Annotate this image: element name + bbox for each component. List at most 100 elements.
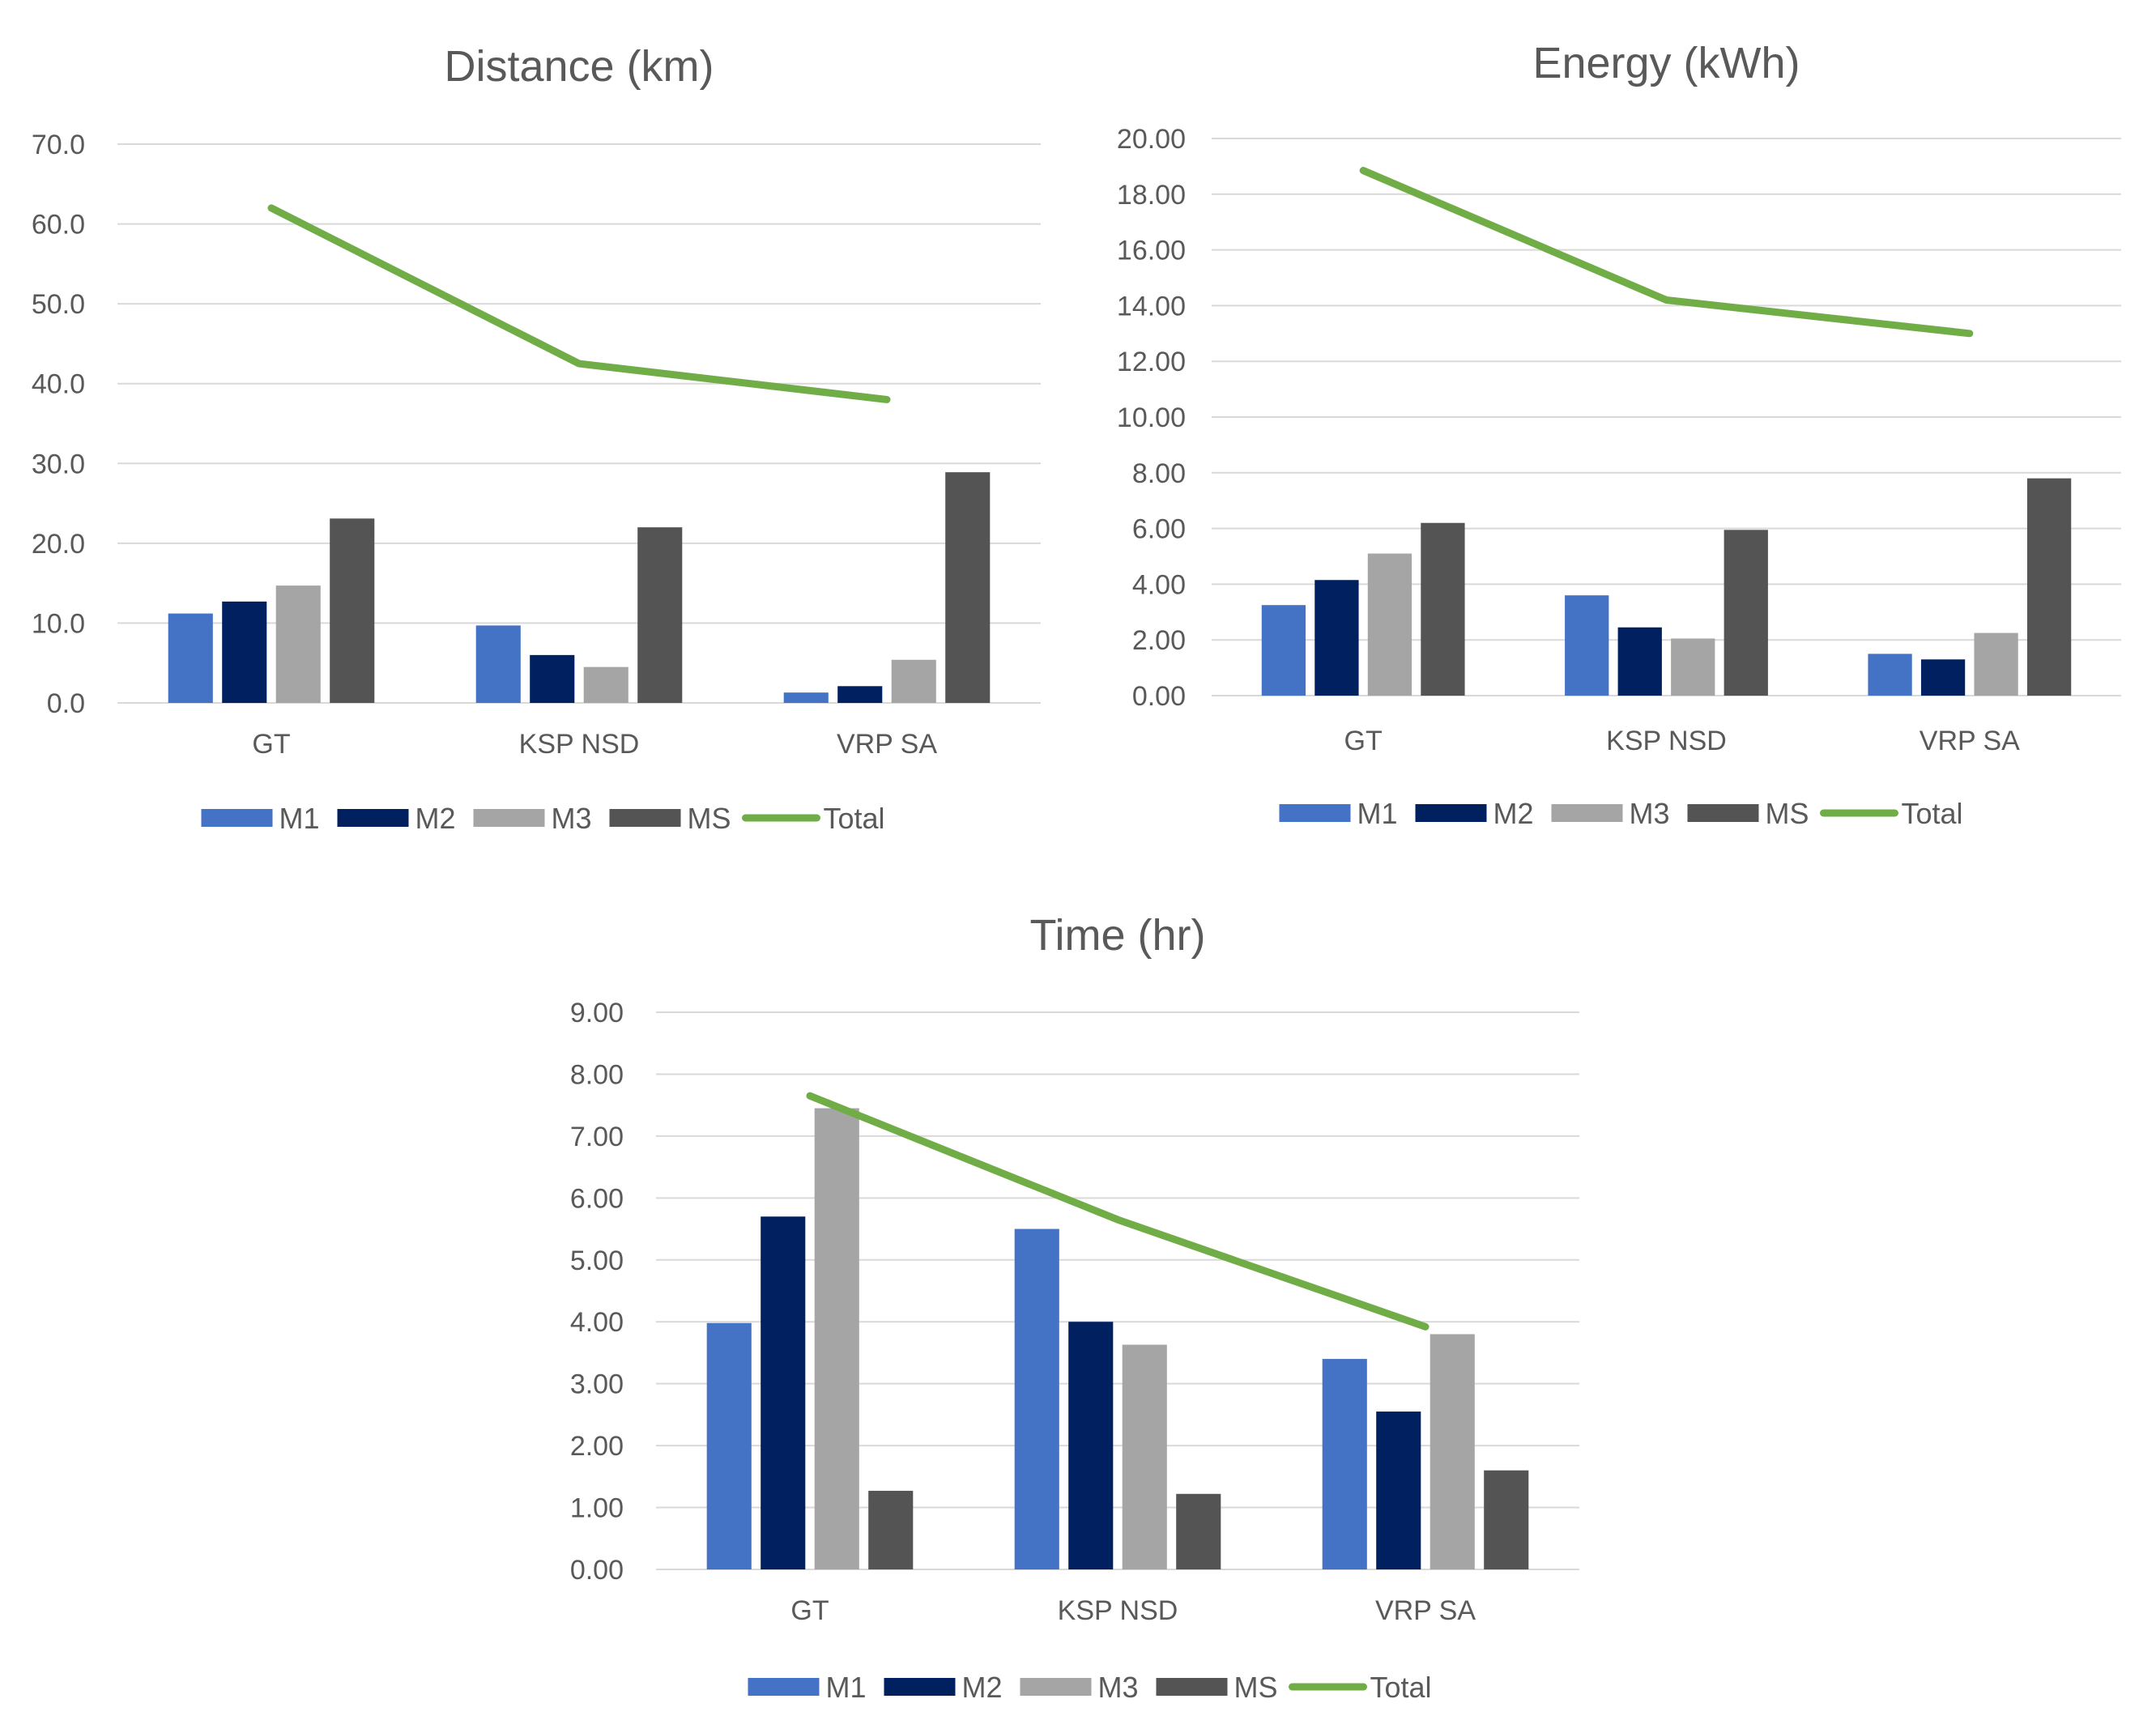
y-tick-label: 10.00	[1117, 402, 1186, 433]
bar-m3-ksp-nsd	[1122, 1344, 1167, 1569]
legend-label: M2	[1493, 797, 1534, 830]
bar-m3-gt	[1367, 553, 1412, 696]
y-tick-label: 0.0	[47, 688, 85, 719]
legend-swatch	[1020, 1678, 1092, 1696]
y-tick-label: 8.00	[570, 1059, 624, 1090]
legend-label: M1	[279, 802, 320, 835]
legend-label: MS	[1766, 797, 1809, 830]
chart-svg: Energy (kWh) 0.00 2.00 4.00 6.00 8.00 10.00 12.…	[1117, 39, 2121, 830]
y-tick-label: 3.00	[570, 1369, 624, 1400]
legend-label: MS	[1234, 1671, 1278, 1704]
bar-m1-vrp-sa	[1322, 1359, 1367, 1569]
bar-ms-gt	[330, 518, 375, 703]
legend-swatch	[1156, 1678, 1228, 1696]
y-tick-label: 2.00	[1132, 625, 1186, 656]
y-tick-label: 30.0	[32, 449, 85, 479]
bar-m2-vrp-sa	[1376, 1412, 1421, 1569]
y-tick-label: 14.00	[1117, 291, 1186, 321]
legend-item-m2: M2	[884, 1671, 1003, 1704]
legend-item-m1: M1	[201, 802, 320, 835]
legend-item-total: Total	[742, 802, 885, 835]
line-total	[1359, 167, 1974, 338]
legend-swatch	[1279, 804, 1351, 822]
legend-item-m1: M1	[1279, 797, 1398, 830]
distance-chart: Distance (km) 0.0 10.0 20.0 30.0 40.0 50.0 60.0…	[0, 0, 1078, 866]
bar-m1-vrp-sa	[1868, 654, 1912, 696]
legend-swatch	[473, 809, 545, 827]
bar-m2-vrp-sa	[837, 686, 883, 703]
legend-label: M1	[826, 1671, 867, 1704]
y-tick-label: 60.0	[32, 210, 85, 241]
legend-item-ms: MS	[1156, 1671, 1278, 1704]
bar-ms-ksp-nsd	[1724, 530, 1768, 696]
bar-ms-vrp-sa	[2026, 478, 2072, 696]
bar-m2-gt	[222, 601, 267, 703]
legend-item-m2: M2	[337, 802, 456, 835]
legend-swatch	[1415, 804, 1487, 822]
energy-chart: Energy (kWh) 0.00 2.00 4.00 6.00 8.00 10.00 12.…	[1078, 0, 2156, 866]
y-tick-label: 1.00	[570, 1493, 624, 1524]
bar-m1-ksp-nsd	[1565, 595, 1609, 696]
legend-item-m1: M1	[748, 1671, 867, 1704]
legend-label: Total	[1370, 1671, 1432, 1704]
legend-label: M3	[552, 802, 592, 835]
line-total	[267, 204, 891, 403]
bar-ms-ksp-nsd	[1176, 1493, 1221, 1569]
y-tick-label: 6.00	[1132, 514, 1186, 545]
legend-label: MS	[688, 802, 731, 835]
bar-m3-ksp-nsd	[1671, 638, 1715, 696]
y-tick-label: 7.00	[570, 1122, 624, 1152]
bar-m3-vrp-sa	[1430, 1334, 1475, 1569]
chart-title: Energy (kWh)	[1532, 39, 1800, 87]
chart-title: Time (hr)	[1030, 911, 1206, 960]
legend-swatch	[609, 809, 681, 827]
bar-m3-vrp-sa	[891, 659, 936, 703]
bar-m1-gt	[706, 1322, 752, 1569]
y-tick-label: 16.00	[1117, 236, 1186, 266]
y-tick-label: 18.00	[1117, 180, 1186, 211]
legend-label: Total	[824, 802, 885, 835]
bar-ms-gt	[1421, 522, 1465, 696]
bar-m3-ksp-nsd	[583, 666, 628, 703]
legend-swatch	[884, 1678, 956, 1696]
y-tick-label: 0.00	[1132, 681, 1186, 712]
y-tick-label: 5.00	[570, 1245, 624, 1276]
y-tick-label: 4.00	[1132, 569, 1186, 600]
legend-label: M1	[1357, 797, 1398, 830]
bar-m2-ksp-nsd	[530, 654, 575, 703]
bar-m1-ksp-nsd	[475, 625, 521, 703]
time-chart: Time (hr) 0.00 1.00 2.00 3.00 4.00 5.00 6.00 7.0…	[539, 866, 1617, 1733]
legend-swatch	[201, 809, 273, 827]
legend-swatch	[748, 1678, 820, 1696]
legend-swatch	[337, 809, 409, 827]
bar-ms-ksp-nsd	[637, 527, 683, 703]
legend-item-m3: M3	[473, 802, 592, 835]
bar-m2-gt	[761, 1216, 806, 1569]
y-tick-label: 20.00	[1117, 124, 1186, 155]
legend-item-ms: MS	[1687, 797, 1809, 830]
legend-item-m3: M3	[1551, 797, 1670, 830]
x-category-label: KSP NSD	[519, 729, 640, 760]
x-category-label: KSP NSD	[1058, 1595, 1178, 1626]
y-tick-label: 40.0	[32, 369, 85, 400]
bar-m1-ksp-nsd	[1014, 1228, 1059, 1569]
legend-item-total: Total	[1820, 797, 1963, 830]
bar-m1-gt	[168, 613, 213, 703]
y-tick-label: 50.0	[32, 289, 85, 320]
legend-label: M2	[415, 802, 456, 835]
legend-item-m3: M3	[1020, 1671, 1139, 1704]
legend-swatch	[1551, 804, 1623, 822]
legend-label: M3	[1098, 1671, 1139, 1704]
chart-svg: Distance (km) 0.0 10.0 20.0 30.0 40.0 50.0 60.0…	[32, 42, 1041, 835]
y-tick-label: 20.0	[32, 529, 85, 560]
legend-label: M3	[1630, 797, 1670, 830]
y-tick-label: 8.00	[1132, 458, 1186, 489]
y-tick-label: 4.00	[570, 1307, 624, 1338]
x-category-label: GT	[1344, 726, 1383, 756]
bar-m3-gt	[814, 1108, 859, 1569]
bar-m2-ksp-nsd	[1617, 627, 1662, 696]
legend: M1 M2 M3 MS Total	[1279, 797, 1963, 830]
x-category-label: KSP NSD	[1606, 726, 1727, 756]
x-category-label: VRP SA	[1375, 1595, 1476, 1626]
chart-title: Distance (km)	[444, 42, 714, 91]
